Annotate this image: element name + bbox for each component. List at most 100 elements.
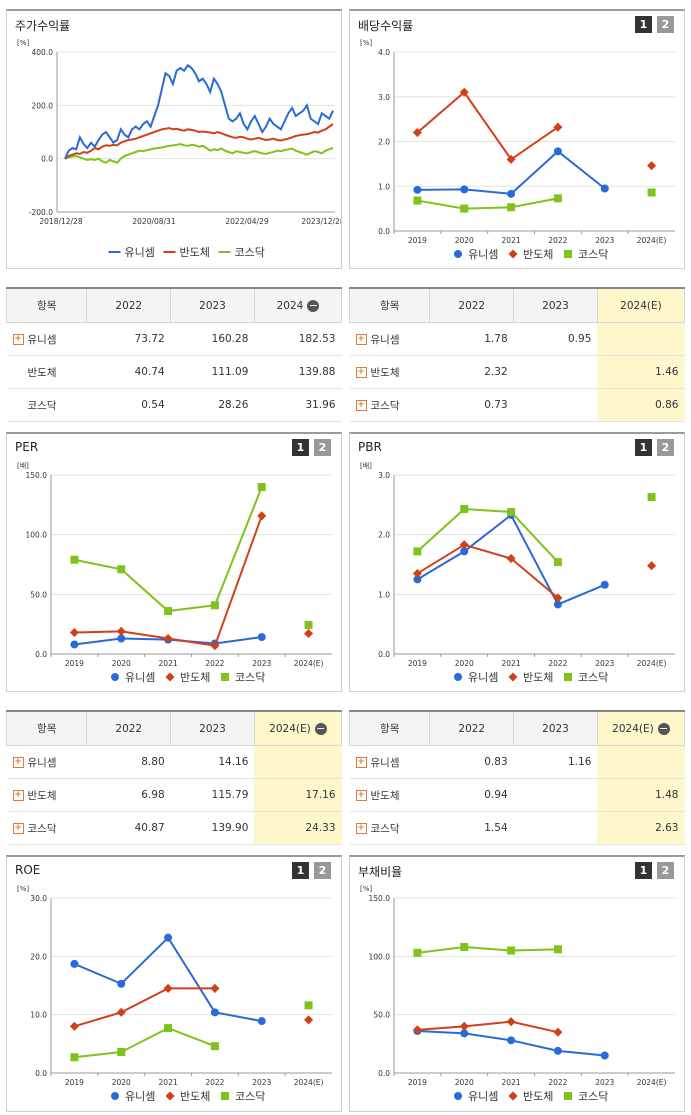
- point-marker: [508, 249, 518, 259]
- y-tick-label: 1.0: [378, 590, 390, 599]
- value-cell: [513, 778, 598, 812]
- expand-icon[interactable]: +: [355, 757, 367, 768]
- row-label: 유니셈: [370, 756, 400, 769]
- y-unit-label: [%]: [17, 39, 29, 47]
- legend-label: 유니셈: [125, 1090, 155, 1103]
- expand-icon[interactable]: +: [355, 790, 367, 801]
- view-1-button[interactable]: 1: [635, 439, 652, 456]
- view-2-button[interactable]: 2: [657, 862, 674, 879]
- value-cell: 14.16: [170, 745, 255, 779]
- price-return-title: 주가수익률: [15, 19, 71, 33]
- x-tick-label: 2020: [112, 659, 131, 668]
- point-marker: [460, 547, 469, 556]
- y-tick-label: 50.0: [30, 590, 47, 599]
- price-return-panel: 주가수익률 [%] 400.0 200.0 0.0 -200.0 2018/12/28 20…: [6, 9, 342, 269]
- expand-icon[interactable]: +: [12, 790, 24, 801]
- header-label: 2024(E): [620, 299, 662, 312]
- table-row: + 코스닥 1.54 2.63: [349, 811, 685, 845]
- value-cell: 31.96: [254, 388, 342, 422]
- table-header: 2023: [170, 287, 255, 323]
- value-cell: 0.73: [429, 388, 514, 422]
- value-cell: 182.53: [254, 322, 342, 356]
- table-header: 항목: [5, 287, 88, 323]
- point-marker: [165, 1091, 175, 1101]
- per-table: 항목 2022 2023 2024(E) − + 유니셈 8.80 14.16 + 반도체 6.98 1…: [5, 710, 343, 845]
- debt-ratio-title: 부채비율: [358, 865, 403, 879]
- table-header: 2024(E) −: [253, 710, 343, 746]
- table-header: 2024−: [253, 287, 343, 323]
- legend-label: 코스닥: [235, 246, 265, 259]
- expand-icon[interactable]: +: [355, 823, 367, 834]
- value-cell: 0.54: [86, 388, 171, 422]
- y-tick-label: 150.0: [26, 471, 48, 480]
- row-label-cell: + 유니셈: [6, 745, 87, 779]
- point-marker: [507, 946, 516, 955]
- value-cell: 0.94: [429, 778, 514, 812]
- view-2-button[interactable]: 2: [314, 439, 331, 456]
- y-tick-label: 200.0: [32, 101, 54, 110]
- point-marker: [304, 1001, 313, 1010]
- y-tick-label: 1.0: [378, 182, 390, 191]
- x-tick-label: 2022: [548, 236, 567, 245]
- series-line: [74, 936, 262, 1023]
- view-1-button[interactable]: 1: [635, 862, 652, 879]
- legend-label: 코스닥: [578, 671, 608, 684]
- point-marker: [116, 1007, 126, 1017]
- point-marker: [304, 1015, 314, 1025]
- y-tick-label: 3.0: [378, 93, 390, 102]
- header-label: 2022: [115, 299, 143, 312]
- view-2-button[interactable]: 2: [657, 16, 674, 33]
- point-marker: [647, 188, 656, 197]
- y-unit-label: [%]: [360, 39, 372, 47]
- point-marker: [454, 1092, 462, 1100]
- view-2-button[interactable]: 2: [657, 439, 674, 456]
- expand-icon[interactable]: +: [355, 400, 367, 411]
- point-marker: [117, 634, 126, 643]
- point-marker: [507, 507, 516, 516]
- header-label: 2024(E): [269, 722, 311, 735]
- x-tick-label: 2020/08/31: [132, 217, 175, 226]
- point-marker: [221, 673, 229, 681]
- table-header: 항목: [348, 710, 431, 746]
- dividend-yield-table: 항목 2022 2023 2024(E) + 유니셈 1.78 0.95 + 반도체 2.32 1.4…: [348, 287, 686, 422]
- x-tick-label: 2019: [408, 659, 427, 668]
- collapse-icon[interactable]: −: [657, 721, 670, 735]
- x-tick-label: 2024(E): [637, 1078, 667, 1087]
- view-1-button[interactable]: 1: [635, 16, 652, 33]
- point-marker: [304, 628, 314, 639]
- table-row: + 유니셈 8.80 14.16: [6, 745, 342, 779]
- dividend-yield-title: 배당수익률: [358, 19, 414, 33]
- header-label: 항목: [37, 723, 57, 735]
- roe-chart: [%]30.0 20.0 10.0 0.0 2019 2020 2021 2022 2023 20…: [17, 885, 332, 1103]
- point-marker: [413, 575, 422, 584]
- expand-icon[interactable]: +: [12, 334, 24, 345]
- table-row: + 코스닥 0.73 0.86: [349, 388, 685, 422]
- point-marker: [454, 673, 462, 681]
- table-row: + 유니셈 0.83 1.16: [349, 745, 685, 779]
- collapse-icon[interactable]: −: [314, 721, 327, 735]
- series-line: [74, 1026, 216, 1059]
- view-1-button[interactable]: 1: [292, 862, 309, 879]
- legend-label: 반도체: [523, 1090, 553, 1103]
- expand-icon[interactable]: +: [355, 367, 367, 378]
- point-marker: [70, 555, 79, 564]
- pbr-table: 항목 2022 2023 2024(E) − + 유니셈 0.83 1.16 + 반도체 0.94 1.…: [348, 710, 686, 845]
- table-header: 2022: [86, 710, 172, 746]
- value-cell: 40.87: [86, 811, 171, 845]
- point-marker: [553, 600, 562, 609]
- expand-icon[interactable]: +: [12, 757, 24, 768]
- view-2-button[interactable]: 2: [314, 862, 331, 879]
- collapse-icon[interactable]: −: [307, 298, 320, 312]
- expand-icon[interactable]: +: [355, 334, 367, 345]
- row-label-cell: + 유니셈: [6, 322, 87, 356]
- point-marker: [507, 203, 516, 212]
- y-tick-label: 400.0: [32, 48, 54, 57]
- y-unit-label: [배]: [360, 461, 372, 470]
- view-1-button[interactable]: 1: [292, 439, 309, 456]
- expand-icon[interactable]: +: [12, 823, 24, 834]
- x-tick-label: 2022: [548, 659, 567, 668]
- row-label-cell: + 코스닥: [349, 811, 430, 845]
- point-marker: [564, 1092, 572, 1100]
- table-header: 2022: [429, 710, 515, 746]
